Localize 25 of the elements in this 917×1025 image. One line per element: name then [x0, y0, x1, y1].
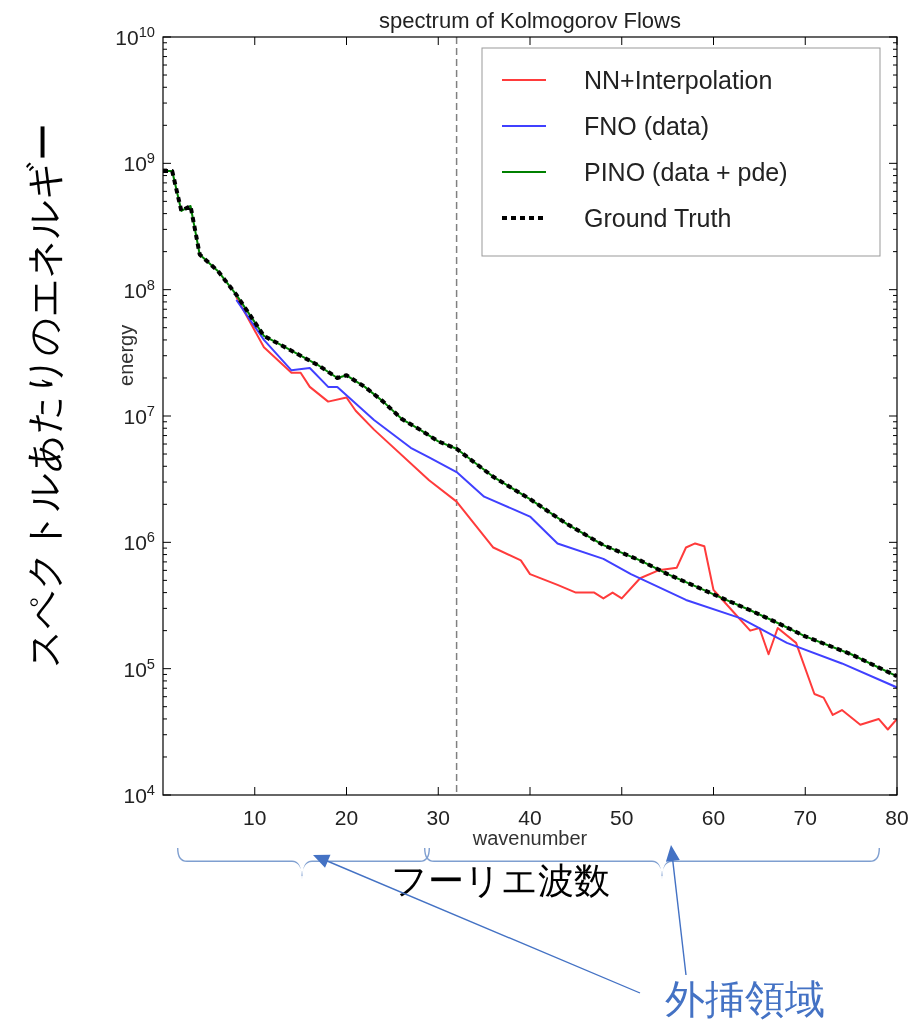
x-tick-label: 40 — [518, 806, 542, 829]
y-tick-label: 10$^{10}$ — [115, 24, 155, 49]
legend-label: NN+Interpolation — [584, 66, 773, 94]
x-tick-label: 20 — [334, 806, 359, 829]
y-tick-label: 10$^{6}$ — [123, 529, 155, 555]
x-tick-label: 80 — [885, 806, 909, 829]
text: スペクトルあたりのエネルギー — [23, 122, 65, 668]
text: 外挿領域 — [665, 977, 825, 1021]
y-tick-label: 10$^{8}$ — [123, 276, 155, 302]
y-axis-title: energy — [115, 324, 137, 386]
x-axis-title: wavenumber — [471, 827, 588, 849]
legend-label: PINO (data + pde) — [584, 158, 788, 186]
y-tick-label: 10$^{5}$ — [123, 655, 155, 681]
x-tick-label: 50 — [610, 806, 634, 829]
y-tick-label: 10$^{7}$ — [123, 403, 155, 428]
legend-label: FNO (data) — [584, 112, 710, 140]
x-tick-label: 70 — [793, 806, 817, 829]
text: フーリエ波数 — [390, 860, 610, 901]
x-tick-label: 30 — [426, 806, 450, 829]
chart-title: spectrum of Kolmogorov Flows — [379, 8, 681, 33]
y-tick-label: 10$^{9}$ — [123, 150, 155, 176]
y-tick-label: 10$^{4}$ — [123, 782, 155, 807]
x-tick-label: 60 — [701, 806, 726, 829]
legend-label: Ground Truth — [584, 204, 732, 232]
x-tick-label: 10 — [243, 806, 267, 829]
